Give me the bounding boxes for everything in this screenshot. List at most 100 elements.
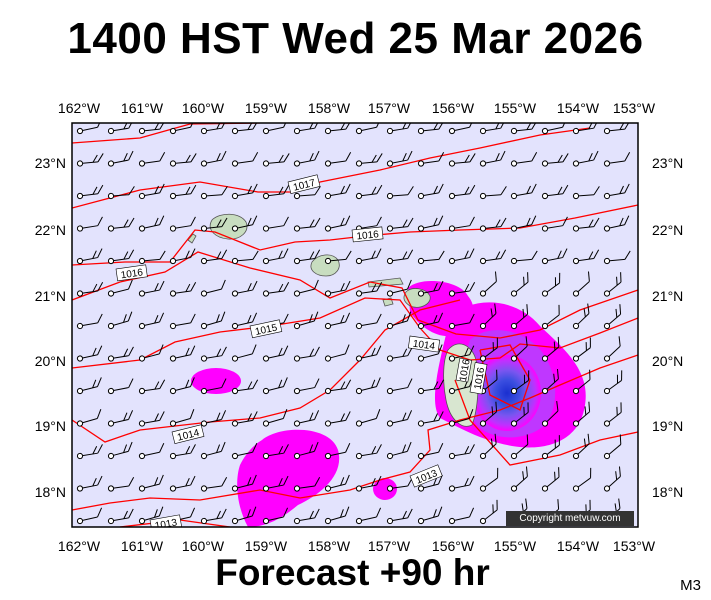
wind-barb — [572, 369, 591, 395]
lon-label: 156°W — [432, 538, 475, 554]
wind-barb — [355, 345, 382, 362]
wind-barb — [169, 444, 196, 460]
wind-barb — [541, 435, 560, 460]
isobar-label: 1016 — [469, 362, 487, 395]
lat-label: 22°N — [652, 222, 683, 238]
wind-barb — [603, 434, 622, 460]
wind-barb — [138, 183, 165, 200]
island-maui — [403, 288, 431, 308]
wind-barb — [200, 378, 227, 395]
longitude-labels-top: 162°W 161°W 160°W 159°W 158°W 157°W 156°… — [58, 100, 656, 116]
wind-barb — [448, 444, 475, 460]
lon-label: 157°W — [368, 538, 411, 554]
lon-label: 161°W — [121, 538, 164, 554]
wind-barb — [200, 123, 227, 135]
wind-barb — [138, 411, 165, 427]
wind-barb — [138, 215, 165, 232]
wind-barb — [169, 248, 196, 265]
wind-barb — [355, 507, 382, 525]
wind-barb — [510, 151, 538, 167]
lon-label: 162°W — [58, 100, 101, 116]
isobar-1014b — [72, 299, 461, 443]
isobar-label: 1014 — [171, 424, 205, 445]
wind-barb — [262, 345, 289, 362]
wind-barb — [200, 150, 227, 167]
wind-barb — [324, 215, 351, 232]
wind-barb — [200, 311, 226, 330]
wind-barb — [169, 345, 196, 362]
wind-barb — [262, 123, 289, 135]
svg-text:1017: 1017 — [292, 178, 317, 194]
wind-barb — [448, 345, 475, 362]
wind-barb — [262, 507, 289, 525]
copyright-notice: Copyright metvuw.com — [506, 511, 634, 526]
wind-barb — [386, 123, 413, 135]
wind-barb — [386, 311, 412, 330]
wind-barb — [386, 217, 414, 232]
lat-label: 19°N — [652, 418, 683, 434]
lat-label: 22°N — [35, 222, 66, 238]
wind-barb — [169, 409, 195, 427]
wind-barb — [479, 337, 498, 362]
wind-barb — [107, 476, 135, 492]
wind-barb — [324, 474, 350, 492]
wind-barb — [324, 183, 351, 200]
wind-barb — [200, 441, 226, 460]
wind-barb — [262, 377, 288, 395]
map-frame — [71, 122, 639, 528]
wind-barb — [510, 402, 529, 427]
wind-barb — [603, 215, 630, 232]
wind-barb — [200, 476, 228, 492]
lon-label: 154°W — [557, 100, 600, 116]
wind-barb — [231, 506, 257, 525]
wind-barb — [417, 280, 444, 297]
lat-label: 18°N — [35, 484, 66, 500]
wind-barb — [510, 370, 530, 395]
isobar-east-inner — [479, 344, 531, 411]
lat-label: 21°N — [652, 288, 683, 304]
wind-barb — [262, 216, 289, 232]
wind-barb — [231, 379, 259, 395]
wind-barb — [417, 312, 444, 330]
wind-barb — [293, 279, 319, 297]
wind-barb — [231, 442, 258, 460]
isobar-1017b — [72, 127, 591, 209]
wind-barb — [603, 370, 623, 395]
wind-barb — [572, 467, 592, 492]
wind-barb — [76, 123, 103, 135]
wind-barb — [510, 215, 537, 232]
wind-barb — [355, 377, 381, 395]
wind-barb — [324, 506, 350, 525]
wind-barb — [169, 153, 197, 167]
wind-barb — [572, 249, 600, 265]
wind-barb — [510, 272, 529, 297]
lat-label: 23°N — [35, 155, 66, 171]
wind-barb — [448, 281, 476, 297]
wind-barb — [417, 442, 444, 460]
wind-barb — [417, 344, 443, 362]
rain-area-southwest — [237, 429, 340, 527]
wind-barb — [355, 123, 382, 135]
svg-text:1016: 1016 — [120, 267, 144, 281]
wind-barb — [138, 442, 165, 460]
wind-barb — [510, 466, 528, 492]
wind-barb — [76, 409, 102, 427]
wind-barb — [324, 411, 351, 427]
wind-barb — [510, 250, 538, 265]
wind-barb — [138, 312, 165, 330]
wind-barb — [448, 313, 475, 330]
wind-barb — [293, 150, 320, 167]
wind-barb — [231, 344, 257, 362]
wind-barb — [138, 474, 164, 492]
wind-barb — [603, 466, 621, 492]
wind-barb — [355, 153, 383, 167]
wind-barb — [510, 304, 529, 330]
isobar-label: 1016 — [455, 357, 473, 383]
wind-barb — [355, 475, 382, 492]
wind-barb — [541, 153, 569, 167]
wind-barb — [293, 476, 321, 492]
wind-barb — [355, 444, 382, 460]
wind-barb — [107, 217, 135, 232]
wind-barb — [200, 186, 228, 200]
wind-barb — [169, 313, 196, 330]
